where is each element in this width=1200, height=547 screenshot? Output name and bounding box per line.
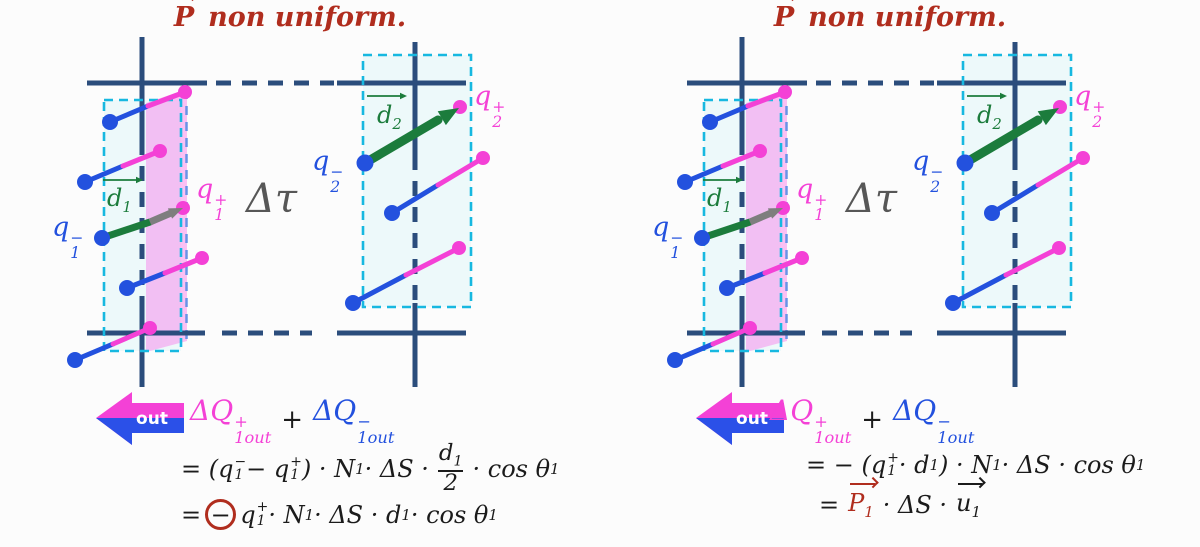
dipole — [384, 151, 490, 221]
charge-q2-minus-label: q −2 — [312, 146, 344, 196]
d1-overarrow — [103, 176, 143, 184]
charge-q1-minus-label: q −1 — [652, 212, 684, 262]
p1-vector-term: P1 — [848, 482, 875, 521]
delta-q-minus-term: ΔQ −1out — [313, 394, 395, 447]
delta-q-plus-term: ΔQ +1out — [770, 394, 852, 447]
title-text: non uniform. — [208, 2, 407, 33]
title-text: non uniform. — [808, 2, 1007, 33]
d2-vector-label: d2 — [377, 101, 402, 133]
outflow-strip — [146, 89, 188, 352]
d1-vector-label: d1 — [707, 184, 732, 216]
charge-sum-line: ΔQ +1out + ΔQ −1out — [190, 394, 395, 447]
volume-cell-left — [104, 100, 181, 351]
equation-line-2: = P1 · ΔS · u1 — [819, 482, 982, 521]
dipole — [67, 321, 157, 368]
d1-vector-label: d1 — [107, 184, 132, 216]
volume-delta-tau-label: Δτ — [246, 176, 298, 222]
charge-q1-minus-label: q −1 — [52, 212, 84, 262]
charge-q2-plus-label: q +2 — [474, 81, 506, 131]
charge-q1-plus-label: q +1 — [796, 174, 828, 224]
p-vector-symbol: P — [773, 2, 795, 33]
delta-q-minus-term: ΔQ −1out — [893, 394, 975, 447]
delta-q-plus-term: ΔQ +1out — [190, 394, 272, 447]
d2-overarrow — [367, 92, 407, 100]
volume-cell-right — [363, 55, 471, 307]
dipole — [345, 241, 466, 311]
out-arrow-label: out — [136, 409, 168, 429]
charge-q2-minus-label: q −2 — [912, 146, 944, 196]
charge-q2-plus-label: q +2 — [1074, 81, 1106, 131]
plus-sign: + — [861, 404, 884, 435]
dipole — [102, 85, 192, 130]
dot-delta-s-dot: · ΔS · — [882, 490, 948, 519]
volume-delta-tau-label: Δτ — [846, 176, 898, 222]
p-vector-symbol: P — [173, 2, 195, 33]
d2-vector-label: d2 — [977, 101, 1002, 133]
out-arrow: out — [96, 392, 184, 445]
u1-vector-term: u1 — [956, 482, 982, 521]
dipole — [119, 251, 209, 296]
charge-q1-plus-label: q +1 — [196, 174, 228, 224]
charge-sum-line: ΔQ +1out + ΔQ −1out — [770, 394, 975, 447]
equals-sign: = — [819, 490, 840, 519]
plus-sign: + — [281, 404, 304, 435]
dipole-q2 — [356, 100, 467, 172]
